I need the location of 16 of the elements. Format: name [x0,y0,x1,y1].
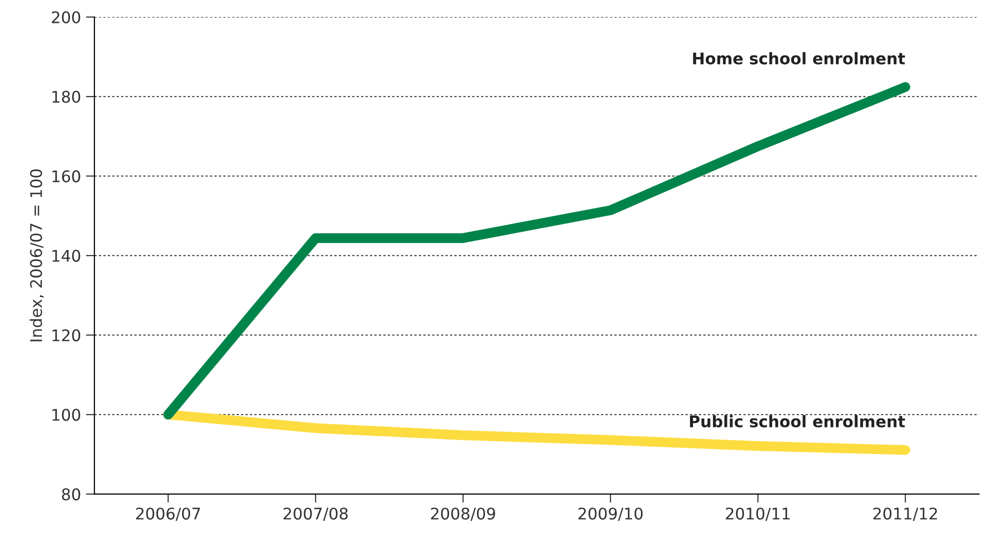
x-tick-label: 2011/12 [873,508,937,521]
x-tick-label: 2008/09 [431,508,496,521]
y-tick-label: 100 [52,408,80,421]
y-tick-label: 120 [52,329,80,342]
x-tick-label: 2006/07 [136,508,200,521]
y-tick-label: 140 [52,250,80,262]
y-tick-label: 160 [52,170,80,182]
y-tick-label: 80 [62,488,80,500]
x-tick-label: 2007/08 [284,508,348,521]
x-tick-label: 2009/10 [578,508,643,521]
y-tick-label: 200 [52,11,80,24]
series-label: Home school enrolment [693,52,905,64]
series-label: Public school enrolment [690,415,905,428]
x-tick-label: 2010/11 [726,508,790,521]
y-axis-title: Index, 2006/07 = 100 [30,169,44,342]
y-tick-label: 180 [52,90,80,103]
